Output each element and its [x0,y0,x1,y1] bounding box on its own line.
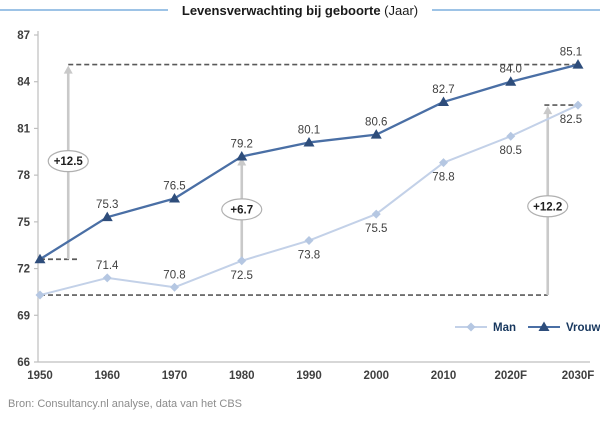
data-label: 80.5 [500,145,522,157]
data-point-diamond [102,273,112,283]
y-tick-label: 66 [17,357,30,369]
data-label: 82.5 [560,114,582,126]
data-label: 70.8 [163,269,185,281]
data-point-triangle [303,136,315,147]
data-point-triangle [169,193,180,203]
y-tick-label: 69 [17,310,30,322]
data-label: 73.8 [298,250,320,262]
chart-title: Levensverwachting bij geboorte (Jaar) [167,3,433,18]
data-point-diamond [304,236,314,246]
chart-header: Levensverwachting bij geboorte (Jaar) [0,0,600,22]
dashed-reference-lines [40,63,578,296]
legend-man-marker [466,322,476,332]
arrow-head [237,157,247,166]
data-point-diamond [573,100,583,110]
x-tick-label: 1980 [229,370,255,382]
data-point-triangle [438,96,449,106]
data-label: 82.7 [432,84,454,96]
source-note: Bron: Consultancy.nl analyse, data van h… [8,398,242,410]
legend: Man Vrouw [455,321,600,334]
series-vrouw: 75.3 76.5 79.2 80.1 80.6 82.7 84.0 85.1 [34,47,584,264]
data-point-triangle [34,253,46,264]
data-point-diamond [35,290,45,300]
x-tick-label: 2000 [363,370,389,382]
x-tick-label: 2030F [562,370,595,382]
delta-badge-label: +12.2 [533,201,562,213]
series-line [38,63,580,261]
data-point-triangle [236,150,248,161]
data-label: 76.5 [163,181,185,193]
data-label: 78.8 [432,172,454,184]
arrow-head [543,106,553,115]
data-label: 75.3 [96,199,118,211]
x-tick-label: 1990 [296,370,322,382]
data-point-triangle [505,76,517,86]
legend-vrouw-marker [538,321,550,331]
x-tick-label: 2020F [494,370,527,382]
y-tick-label: 84 [17,77,30,89]
x-tick-label: 2010 [431,370,457,382]
y-tick-label: 87 [17,30,30,42]
data-label: 85.1 [560,47,582,59]
data-label: 71.4 [96,260,119,272]
x-tick-label: 1960 [94,370,120,382]
data-label: 84.0 [500,64,522,76]
data-label: 72.5 [231,270,253,282]
delta-badge [47,150,89,173]
data-point-triangle [572,59,584,69]
arrow-badges: +12.5 +6.7 +12.2 [47,150,569,221]
x-tick-label: 1950 [27,370,53,382]
y-tick-label: 81 [17,123,30,135]
y-tick-label: 72 [17,264,30,276]
delta-badge [527,195,569,218]
arrow-head [63,65,73,74]
line-chart: 66 69 72 75 78 81 84 87 1950 1960 1970 1980 1990 2000… [17,30,600,382]
data-point-diamond [237,256,247,266]
delta-badge-label: +6.7 [230,204,253,216]
data-point-diamond [170,282,179,292]
chart-title-main: Levensverwachting bij geboorte [181,3,381,18]
data-point-diamond [439,158,448,168]
legend-man-label: Man [493,322,516,334]
delta-badge [221,198,263,221]
data-label: 75.5 [365,223,387,235]
series-man: 71.4 70.8 72.5 73.8 75.5 78.8 80.5 82.5 [35,100,583,300]
data-point-diamond [371,209,381,219]
y-tick-label: 78 [17,170,30,182]
y-tick-label: 75 [17,217,30,229]
data-point-diamond [506,131,516,141]
data-point-triangle [370,129,382,139]
data-label: 80.1 [298,124,320,136]
chart-title-unit: (Jaar) [380,3,419,18]
data-label: 79.2 [231,138,253,150]
axes: 66 69 72 75 78 81 84 87 1950 1960 1970 1980 1990 2000… [17,30,594,382]
data-point-triangle [101,211,113,222]
legend-vrouw-label: Vrouw [566,322,600,334]
data-label: 80.6 [365,117,387,129]
delta-badge-label: +12.5 [54,156,84,168]
x-tick-label: 1970 [162,370,188,382]
